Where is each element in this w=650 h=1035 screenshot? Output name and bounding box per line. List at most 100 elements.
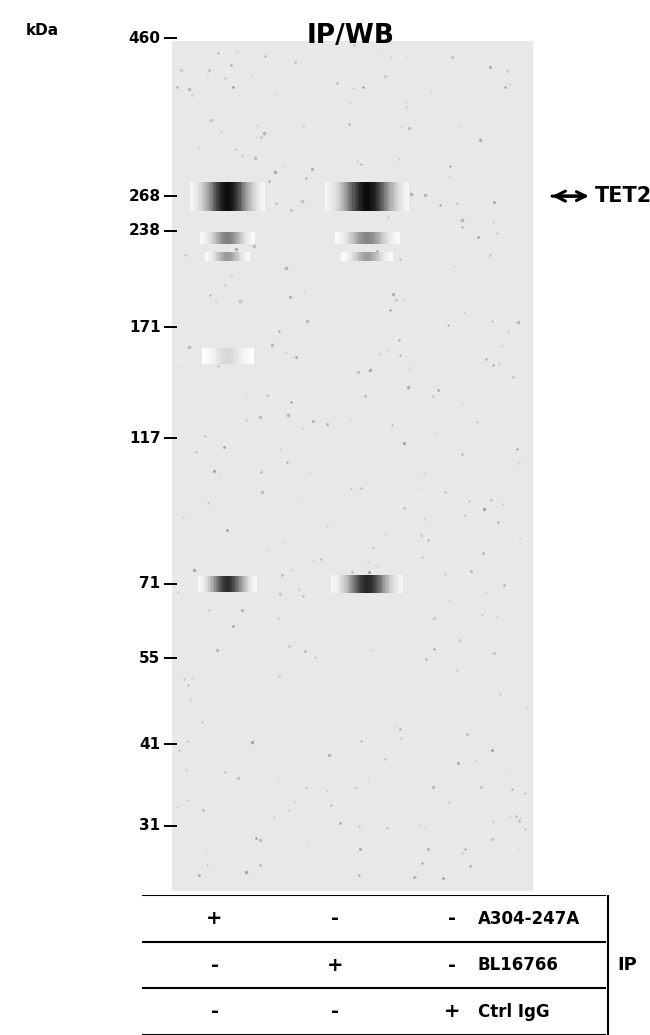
- Bar: [244, 252, 246, 261]
- Text: 55: 55: [139, 651, 161, 666]
- Bar: [375, 252, 376, 261]
- Bar: [396, 233, 398, 244]
- Bar: [233, 233, 235, 244]
- Bar: [369, 574, 370, 593]
- Bar: [205, 182, 207, 210]
- Bar: [213, 348, 215, 364]
- Bar: [223, 575, 225, 592]
- Bar: [214, 233, 215, 244]
- Bar: [209, 252, 211, 261]
- Bar: [261, 182, 263, 210]
- Bar: [218, 348, 220, 364]
- Bar: [367, 574, 369, 593]
- Bar: [227, 348, 229, 364]
- Bar: [200, 575, 201, 592]
- Bar: [255, 182, 257, 210]
- Text: Ctrl IgG: Ctrl IgG: [478, 1003, 549, 1021]
- Bar: [225, 348, 226, 364]
- Bar: [382, 182, 384, 210]
- Bar: [219, 233, 220, 244]
- Bar: [366, 252, 367, 261]
- Bar: [345, 252, 346, 261]
- Bar: [210, 575, 211, 592]
- Bar: [220, 233, 222, 244]
- Bar: [367, 233, 369, 244]
- Bar: [216, 252, 217, 261]
- Bar: [246, 252, 247, 261]
- Bar: [394, 574, 396, 593]
- Bar: [192, 182, 194, 210]
- Bar: [390, 233, 391, 244]
- Bar: [238, 348, 239, 364]
- Bar: [342, 182, 344, 210]
- Bar: [213, 233, 214, 244]
- Bar: [359, 252, 361, 261]
- Bar: [337, 574, 339, 593]
- Bar: [377, 233, 378, 244]
- Bar: [243, 252, 244, 261]
- Bar: [215, 233, 216, 244]
- Bar: [250, 575, 251, 592]
- Bar: [236, 233, 237, 244]
- Bar: [231, 348, 233, 364]
- Bar: [383, 252, 384, 261]
- Bar: [252, 233, 254, 244]
- Text: -: -: [331, 1002, 339, 1022]
- Bar: [237, 252, 238, 261]
- Bar: [202, 182, 203, 210]
- Bar: [209, 575, 210, 592]
- Bar: [246, 575, 248, 592]
- Bar: [190, 182, 192, 210]
- Bar: [218, 233, 219, 244]
- Bar: [216, 575, 217, 592]
- Bar: [251, 348, 252, 364]
- Bar: [244, 575, 245, 592]
- Bar: [224, 348, 225, 364]
- Text: -: -: [211, 1002, 218, 1022]
- Bar: [388, 182, 391, 210]
- Bar: [227, 182, 229, 210]
- Bar: [391, 574, 392, 593]
- Bar: [229, 348, 230, 364]
- Bar: [382, 574, 383, 593]
- Bar: [255, 575, 257, 592]
- Bar: [370, 233, 372, 244]
- Bar: [235, 182, 237, 210]
- Bar: [246, 182, 248, 210]
- Bar: [371, 252, 372, 261]
- Bar: [226, 233, 228, 244]
- Text: 31: 31: [140, 818, 161, 833]
- Bar: [387, 252, 388, 261]
- Bar: [227, 252, 229, 261]
- Bar: [384, 574, 385, 593]
- Bar: [209, 348, 211, 364]
- Bar: [238, 252, 239, 261]
- Bar: [374, 574, 376, 593]
- Bar: [215, 252, 216, 261]
- Bar: [231, 233, 233, 244]
- Bar: [384, 252, 385, 261]
- Text: 460: 460: [129, 31, 161, 46]
- Bar: [374, 252, 375, 261]
- Bar: [332, 182, 333, 210]
- Bar: [208, 252, 209, 261]
- Bar: [372, 233, 374, 244]
- Bar: [213, 252, 214, 261]
- Bar: [343, 252, 344, 261]
- Text: TET2: TET2: [595, 186, 650, 206]
- Bar: [365, 574, 367, 593]
- Bar: [356, 574, 358, 593]
- Bar: [225, 575, 226, 592]
- Bar: [367, 182, 369, 210]
- Bar: [220, 182, 222, 210]
- Bar: [250, 348, 251, 364]
- Bar: [346, 182, 348, 210]
- Bar: [234, 252, 235, 261]
- Bar: [248, 348, 250, 364]
- Bar: [389, 574, 391, 593]
- Text: IP: IP: [618, 956, 637, 974]
- Bar: [389, 252, 391, 261]
- Bar: [222, 575, 223, 592]
- Bar: [335, 233, 336, 244]
- Bar: [229, 575, 230, 592]
